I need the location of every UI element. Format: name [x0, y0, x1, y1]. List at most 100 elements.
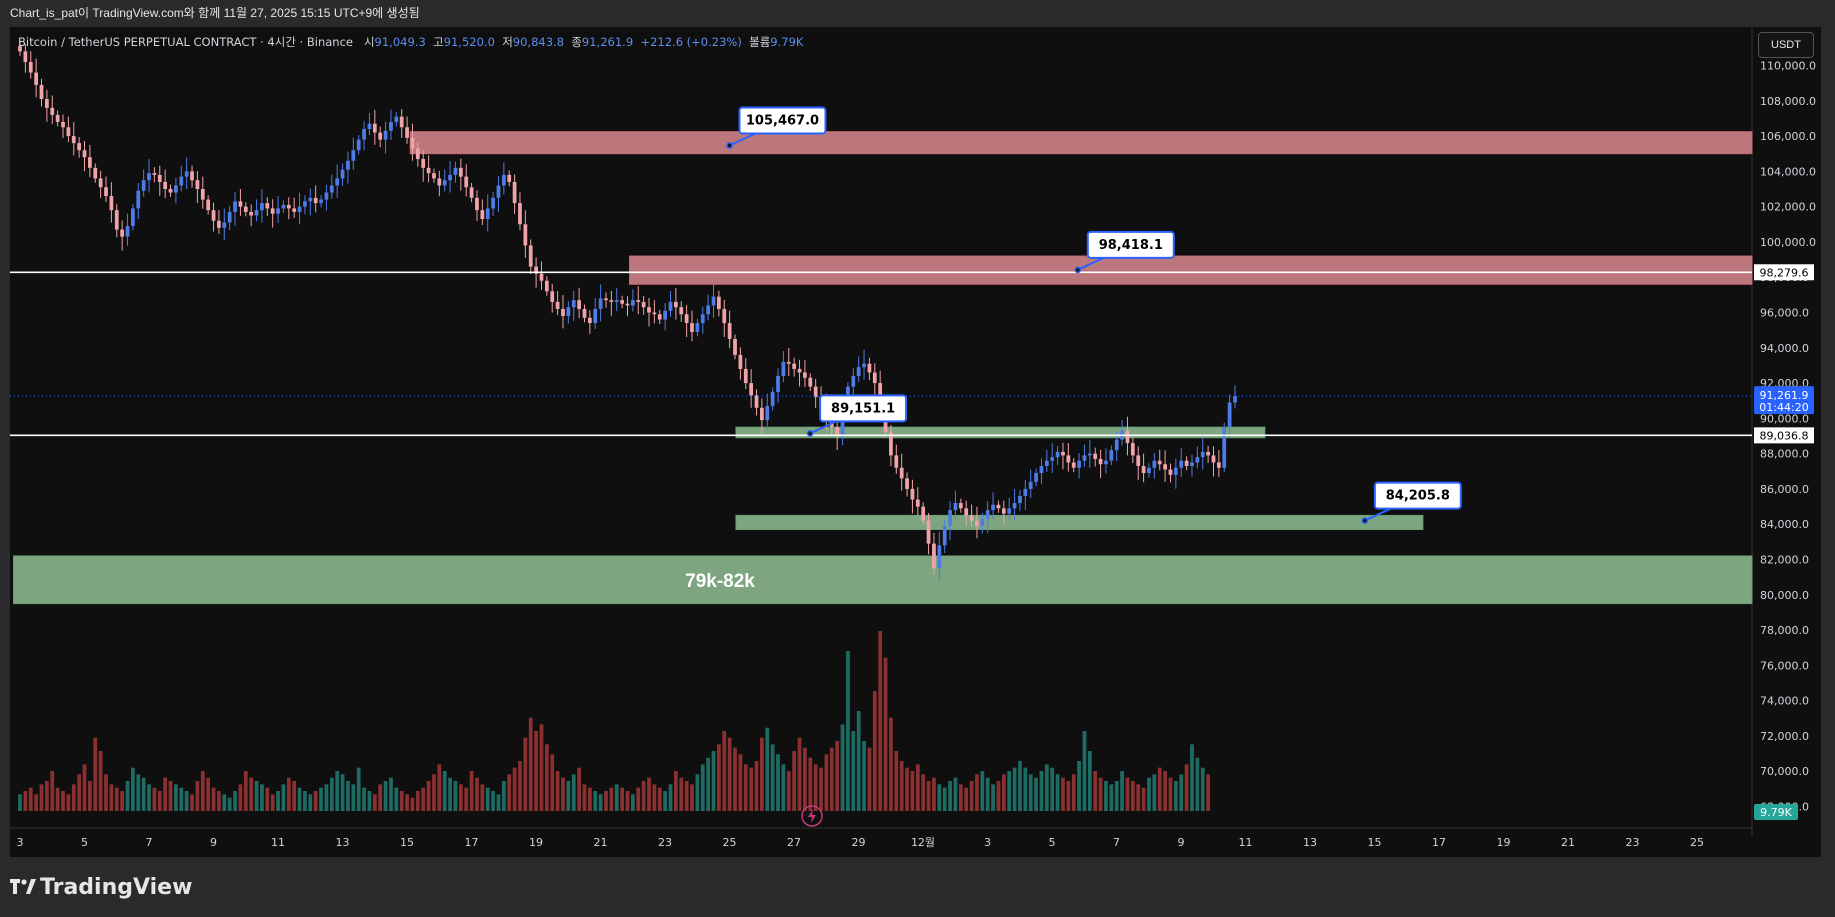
- volume-bar: [98, 751, 103, 811]
- x-tick-label: 23: [1626, 836, 1640, 849]
- candle-body: [652, 312, 657, 315]
- candle-body: [1039, 465, 1044, 474]
- volume-bar: [614, 784, 619, 811]
- candle-body: [335, 178, 340, 186]
- candle-body: [657, 314, 662, 320]
- candle-body: [1114, 439, 1119, 451]
- volume-bar: [211, 787, 216, 811]
- candle-body: [469, 187, 474, 198]
- volume-bar: [453, 781, 458, 811]
- volume-bar: [270, 794, 275, 811]
- volume-bar: [1098, 777, 1103, 811]
- volume-bar: [507, 774, 512, 811]
- volume-bar: [781, 764, 786, 811]
- x-tick-label: 15: [400, 836, 414, 849]
- volume-bar: [668, 784, 673, 811]
- candle-body: [571, 300, 576, 308]
- price-callout: [738, 106, 827, 135]
- volume-bar: [948, 781, 952, 811]
- candle-body: [587, 317, 592, 324]
- candle-body: [1109, 450, 1114, 461]
- candle-body: [1082, 455, 1087, 461]
- candle-body: [1034, 473, 1038, 482]
- y-tick-label: 90,000.0: [1760, 412, 1809, 425]
- chart-area[interactable]: [10, 27, 1821, 857]
- candle-body: [227, 211, 232, 223]
- candle-body: [233, 201, 237, 212]
- candle-body: [776, 376, 780, 392]
- volume-bar: [776, 754, 780, 811]
- volume-bar: [351, 784, 356, 811]
- candle-body: [1055, 451, 1060, 458]
- volume-bar: [921, 774, 926, 811]
- candle-body: [174, 185, 178, 193]
- x-tick-label: 25: [723, 836, 737, 849]
- candle-body: [797, 368, 802, 373]
- volume-bar: [340, 774, 345, 811]
- candle-body: [55, 114, 60, 122]
- candle-body: [727, 323, 732, 339]
- candle-body: [781, 361, 786, 377]
- candle-body: [749, 383, 754, 396]
- candle-body: [932, 543, 936, 569]
- volume-bar: [335, 771, 340, 811]
- candle-body: [136, 190, 141, 209]
- candle-body: [1087, 453, 1092, 456]
- x-tick-label: 7: [1113, 836, 1120, 849]
- volume-bar: [281, 784, 286, 811]
- volume-bar: [582, 784, 587, 811]
- currency-button[interactable]: USDT: [1758, 32, 1814, 58]
- candle-body: [620, 300, 625, 304]
- candle-body: [190, 171, 194, 181]
- candle-body: [668, 301, 673, 311]
- volume-bar: [539, 724, 544, 811]
- footer-brand[interactable]: TradingView: [10, 872, 192, 902]
- candle-body: [34, 72, 39, 85]
- candle-body: [1173, 467, 1178, 475]
- x-tick-label: 9: [210, 836, 217, 849]
- volume-bar: [835, 741, 840, 811]
- volume-bar: [292, 781, 297, 811]
- volume-badge-label: 9.79K: [1760, 806, 1792, 819]
- candle-body: [1211, 455, 1216, 463]
- close-label: 종: [571, 35, 582, 49]
- candle-body: [512, 181, 517, 204]
- candle-body: [840, 409, 845, 436]
- volume-bar: [448, 777, 452, 811]
- volume-bar: [485, 787, 490, 811]
- volume-bar: [372, 794, 377, 811]
- volume-bar: [464, 787, 469, 811]
- volume-bar: [1039, 771, 1044, 811]
- candle-body: [792, 363, 797, 369]
- volume-bar: [346, 781, 350, 811]
- candle-body: [98, 178, 103, 188]
- high-value: 91,520.0: [443, 35, 495, 49]
- candle-body: [550, 291, 555, 302]
- x-tick-label: 21: [594, 836, 608, 849]
- candle-body: [437, 178, 442, 186]
- candle-body: [1125, 430, 1130, 444]
- candle-body: [453, 167, 458, 175]
- volume-bar: [819, 767, 823, 811]
- volume-bar: [851, 731, 856, 811]
- volume-bar: [910, 771, 915, 811]
- resistance-zone: [409, 131, 1753, 155]
- candle-body: [1163, 464, 1167, 470]
- volume-bar: [179, 787, 184, 811]
- candle-body: [372, 123, 377, 133]
- volume-bar: [711, 751, 716, 811]
- x-tick-label: 25: [1690, 836, 1704, 849]
- candle-body: [211, 210, 216, 221]
- volume-bar: [383, 781, 388, 811]
- candle-body: [286, 204, 291, 209]
- symbol-title[interactable]: Bitcoin / TetherUS PERPETUAL CONTRACT · …: [18, 35, 353, 49]
- volume-bar: [717, 744, 721, 811]
- volume-bar: [109, 784, 114, 811]
- price-callout-label: 84,205.8: [1386, 489, 1450, 504]
- candle-body: [120, 229, 125, 237]
- volume-bar: [577, 767, 581, 811]
- candle-body: [743, 368, 748, 384]
- candle-body: [254, 210, 259, 216]
- volume-bar: [501, 781, 506, 811]
